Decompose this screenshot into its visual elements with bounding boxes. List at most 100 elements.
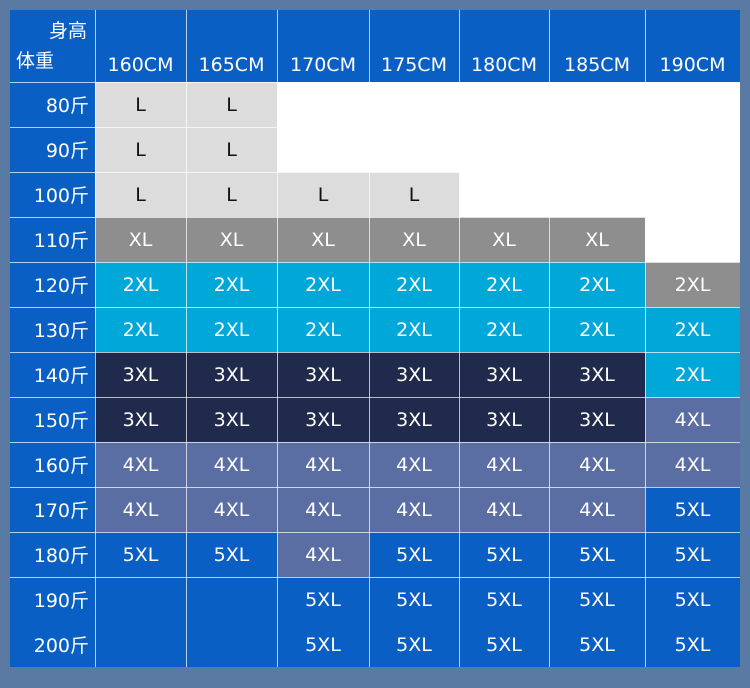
row-line	[10, 172, 740, 173]
size-cell: 5XL	[277, 622, 369, 667]
row-line	[10, 352, 740, 353]
size-cell: 2XL	[95, 307, 186, 352]
size-cell	[186, 622, 277, 667]
row-line	[10, 442, 740, 443]
size-cell	[645, 217, 740, 262]
size-cell: L	[95, 127, 186, 172]
size-cell: 2XL	[277, 307, 369, 352]
size-cell: 2XL	[549, 307, 645, 352]
height-header: 180CM	[459, 10, 549, 82]
size-cell: 4XL	[549, 487, 645, 532]
col-line	[186, 10, 187, 667]
row-line	[10, 217, 740, 218]
size-cell: 3XL	[277, 397, 369, 442]
size-cell: 5XL	[645, 532, 740, 577]
size-cell: 3XL	[549, 397, 645, 442]
size-cell: XL	[369, 217, 459, 262]
size-cell: 5XL	[645, 577, 740, 622]
weight-label: 150斤	[10, 397, 95, 442]
size-cell: 3XL	[277, 352, 369, 397]
size-cell: 4XL	[186, 487, 277, 532]
size-cell: 2XL	[277, 262, 369, 307]
weight-label: 200斤	[10, 622, 95, 667]
weight-label: 160斤	[10, 442, 95, 487]
size-cell: 5XL	[645, 487, 740, 532]
height-header: 190CM	[645, 10, 740, 82]
size-cell: 2XL	[549, 262, 645, 307]
size-cell: XL	[549, 217, 645, 262]
size-cell: 2XL	[645, 352, 740, 397]
size-cell: 4XL	[549, 442, 645, 487]
size-cell: 4XL	[95, 442, 186, 487]
size-cell: 3XL	[95, 352, 186, 397]
size-cell: 4XL	[459, 442, 549, 487]
size-cell: L	[95, 82, 186, 127]
height-header: 170CM	[277, 10, 369, 82]
size-cell	[645, 127, 740, 172]
weight-label: 80斤	[10, 82, 95, 127]
weight-label: 190斤	[10, 577, 95, 622]
size-cell: 3XL	[459, 397, 549, 442]
size-cell: 4XL	[369, 487, 459, 532]
size-cell: 4XL	[277, 442, 369, 487]
size-cell: XL	[459, 217, 549, 262]
size-cell: 4XL	[369, 442, 459, 487]
size-cell: 3XL	[459, 352, 549, 397]
size-cell: 2XL	[186, 307, 277, 352]
weight-label: 140斤	[10, 352, 95, 397]
size-cell: 5XL	[95, 532, 186, 577]
size-cell: 5XL	[459, 532, 549, 577]
size-cell: XL	[186, 217, 277, 262]
size-cell: 5XL	[369, 532, 459, 577]
size-cell	[277, 82, 369, 127]
size-cell: 4XL	[277, 532, 369, 577]
row-line	[10, 397, 740, 398]
size-cell: 5XL	[645, 622, 740, 667]
size-cell: L	[95, 172, 186, 217]
size-cell: XL	[95, 217, 186, 262]
size-cell	[459, 172, 549, 217]
size-cell: 3XL	[369, 352, 459, 397]
height-header: 160CM	[95, 10, 186, 82]
size-cell: 2XL	[369, 262, 459, 307]
size-cell: 5XL	[459, 622, 549, 667]
size-cell: L	[186, 82, 277, 127]
col-line	[459, 10, 460, 667]
size-cell	[277, 127, 369, 172]
weight-label: 120斤	[10, 262, 95, 307]
size-cell	[549, 127, 645, 172]
corner-cell: 身高体重	[10, 10, 95, 82]
size-cell	[645, 172, 740, 217]
corner-label: 身高	[48, 20, 87, 42]
size-cell	[459, 127, 549, 172]
size-cell: 4XL	[186, 442, 277, 487]
corner-label: 体重	[16, 50, 55, 72]
size-cell	[369, 127, 459, 172]
weight-label: 90斤	[10, 127, 95, 172]
row-line	[10, 307, 740, 308]
size-cell	[95, 577, 186, 622]
size-cell: 2XL	[645, 307, 740, 352]
col-line	[95, 10, 96, 667]
weight-label: 100斤	[10, 172, 95, 217]
size-cell: 3XL	[186, 352, 277, 397]
size-cell	[186, 577, 277, 622]
size-cell: 4XL	[95, 487, 186, 532]
size-cell: 5XL	[549, 622, 645, 667]
size-cell: 5XL	[549, 577, 645, 622]
size-cell	[549, 172, 645, 217]
size-cell: 5XL	[459, 577, 549, 622]
size-cell: 4XL	[645, 397, 740, 442]
weight-label: 130斤	[10, 307, 95, 352]
col-line	[645, 10, 646, 667]
size-cell: 5XL	[369, 622, 459, 667]
row-line	[10, 577, 740, 578]
size-cell: 5XL	[369, 577, 459, 622]
row-line	[10, 82, 740, 83]
size-cell: 3XL	[186, 397, 277, 442]
height-header: 165CM	[186, 10, 277, 82]
row-line	[10, 262, 740, 263]
size-cell	[549, 82, 645, 127]
size-cell: 2XL	[186, 262, 277, 307]
